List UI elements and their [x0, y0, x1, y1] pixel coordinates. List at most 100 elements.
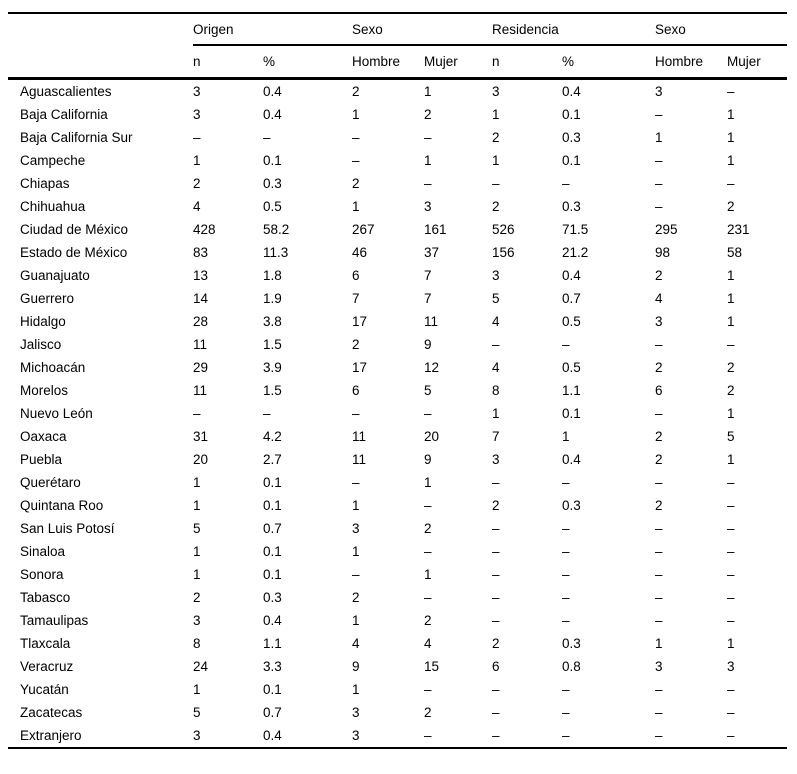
cell: 1 [424, 84, 432, 99]
cell: 0.4 [263, 728, 282, 743]
cell: 11 [193, 337, 208, 352]
row-label: Tamaulipas [20, 613, 89, 628]
table-row: Campeche 1 0.1 – 1 1 0.1 – 1 [8, 149, 787, 172]
row-label: Chiapas [20, 176, 70, 191]
cell: 14 [193, 291, 209, 306]
cell: 0.1 [263, 544, 282, 559]
cell: 0.8 [562, 659, 581, 674]
column-group-header: Sexo [655, 13, 788, 46]
cell: 3.8 [263, 314, 282, 329]
cell: 1 [492, 406, 500, 421]
corner-cell [8, 45, 193, 80]
row-label: Ciudad de México [20, 222, 129, 237]
cell: 7 [424, 268, 432, 283]
cell: – [193, 406, 201, 421]
cell: 1 [193, 544, 201, 559]
row-label: Estado de México [20, 245, 128, 260]
cell: 28 [193, 314, 209, 329]
cell: – [727, 544, 735, 559]
cell: 20 [424, 429, 440, 444]
cell: 8 [492, 383, 500, 398]
cell: 9 [424, 452, 432, 467]
cell: 21.2 [562, 245, 589, 260]
cell: – [655, 199, 663, 214]
cell: – [352, 475, 360, 490]
cell: 0.7 [263, 521, 282, 536]
cell: 2.7 [263, 452, 282, 467]
cell: 2 [193, 590, 201, 605]
table-row: Jalisco 11 1.5 2 9 – – – – [8, 333, 787, 356]
cell: – [492, 176, 500, 191]
cell: 2 [492, 130, 500, 145]
cell: 1.5 [263, 337, 282, 352]
cell: – [562, 475, 570, 490]
cell: 13 [193, 268, 209, 283]
column-header: Hombre [655, 45, 728, 80]
cell: 1 [352, 682, 360, 697]
cell: 526 [492, 222, 515, 237]
cell: 1 [193, 682, 201, 697]
table-body: Aguascalientes 3 0.4 2 1 3 0.4 3– Baja Californi… [8, 79, 787, 749]
cell: – [655, 590, 663, 605]
cell: – [263, 406, 271, 421]
cell: 1.1 [263, 636, 282, 651]
cell: 1 [727, 130, 735, 145]
cell: – [655, 613, 663, 628]
cell: – [727, 84, 735, 99]
table-row: Ciudad de México 428 58.2 267 161 526 71.5 295 2… [8, 218, 787, 241]
cell: 0.7 [562, 291, 581, 306]
cell: 4 [352, 636, 360, 651]
cell: – [727, 590, 735, 605]
cell: 1 [193, 475, 201, 490]
cell: – [727, 682, 735, 697]
cell: 3 [492, 84, 500, 99]
row-label: Veracruz [20, 659, 74, 674]
column-header: Hombre [352, 45, 424, 80]
table-row: Puebla 20 2.7 11 9 3 0.4 2 1 [8, 448, 787, 471]
cell: – [492, 705, 500, 720]
cell: 0.7 [263, 705, 282, 720]
cell: 1 [727, 406, 735, 421]
row-label: Nuevo León [20, 406, 93, 421]
cell: 0.4 [562, 84, 581, 99]
cell: 3 [655, 659, 663, 674]
cell: – [424, 498, 432, 513]
cell: 161 [424, 222, 447, 237]
row-label: Extranjero [20, 728, 82, 743]
cell: – [655, 567, 663, 582]
cell: 0.3 [562, 199, 581, 214]
column-header: Mujer [424, 45, 492, 80]
row-label: Oaxaca [20, 429, 67, 444]
cell: – [562, 728, 570, 743]
table-row: Baja California Sur – – – – 2 0.3 1 1 [8, 126, 787, 149]
cell: 71.5 [562, 222, 589, 237]
cell: 7 [352, 291, 360, 306]
cell: 5 [193, 521, 201, 536]
cell: 2 [492, 636, 500, 651]
cell: – [424, 590, 432, 605]
cell: 9 [352, 659, 360, 674]
cell: 2 [424, 613, 432, 628]
cell: 24 [193, 659, 209, 674]
cell: 5 [193, 705, 201, 720]
cell: 0.5 [562, 314, 581, 329]
cell: 0.3 [263, 176, 282, 191]
cell: 0.1 [263, 498, 282, 513]
column-header: % [562, 45, 656, 80]
cell: 3 [424, 199, 432, 214]
table-row: Veracruz 24 3.3 9 15 6 0.8 3 3 [8, 655, 787, 678]
cell: 15 [424, 659, 440, 674]
cell: 1 [352, 199, 360, 214]
row-label: Hidalgo [20, 314, 66, 329]
table-row: Quintana Roo 1 0.1 1 – 2 0.3 2 – [8, 494, 787, 517]
cell: – [424, 728, 432, 743]
cell: 0.4 [562, 452, 581, 467]
cell: 1.5 [263, 383, 282, 398]
table-row: Guerrero 14 1.9 7 7 5 0.7 4 1 [8, 287, 787, 310]
cell: – [727, 337, 735, 352]
cell: 0.1 [263, 153, 282, 168]
cell: – [562, 176, 570, 191]
cell: 11 [424, 314, 439, 329]
cell: – [655, 544, 663, 559]
cell: 11.3 [263, 245, 289, 260]
